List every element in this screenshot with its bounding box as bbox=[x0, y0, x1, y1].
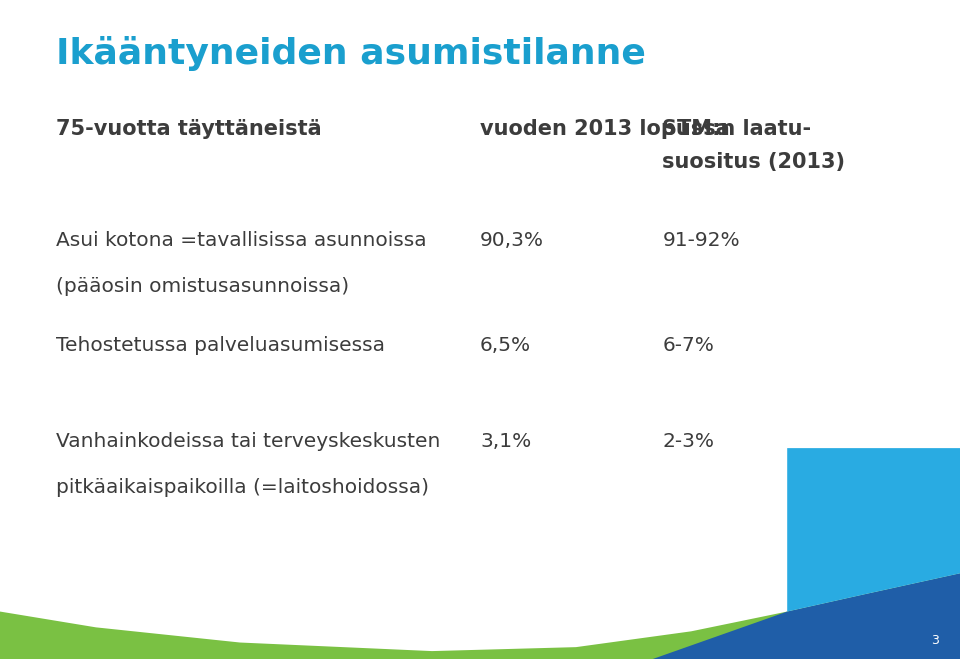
Text: Tehostetussa palveluasumisessa: Tehostetussa palveluasumisessa bbox=[56, 336, 385, 355]
Text: 6-7%: 6-7% bbox=[662, 336, 714, 355]
Text: 75-vuotta täyttäneistä: 75-vuotta täyttäneistä bbox=[56, 119, 322, 138]
Text: pitkäaikaispaikoilla (=laitoshoidossa): pitkäaikaispaikoilla (=laitoshoidossa) bbox=[56, 478, 429, 497]
Text: Asui kotona =tavallisissa asunnoissa: Asui kotona =tavallisissa asunnoissa bbox=[56, 231, 426, 250]
Text: 3,1%: 3,1% bbox=[480, 432, 531, 451]
Polygon shape bbox=[0, 573, 960, 659]
Text: suositus (2013): suositus (2013) bbox=[662, 152, 846, 171]
Text: 2-3%: 2-3% bbox=[662, 432, 714, 451]
Text: vuoden 2013 lopussa: vuoden 2013 lopussa bbox=[480, 119, 730, 138]
Text: Vanhainkodeissa tai terveyskeskusten: Vanhainkodeissa tai terveyskeskusten bbox=[56, 432, 440, 451]
Text: 3: 3 bbox=[931, 634, 939, 647]
Text: 91-92%: 91-92% bbox=[662, 231, 740, 250]
Text: (pääosin omistusasunnoissa): (pääosin omistusasunnoissa) bbox=[56, 277, 348, 296]
Text: 90,3%: 90,3% bbox=[480, 231, 544, 250]
Text: STM:n laatu-: STM:n laatu- bbox=[662, 119, 811, 138]
Polygon shape bbox=[787, 448, 960, 612]
Text: 6,5%: 6,5% bbox=[480, 336, 531, 355]
Polygon shape bbox=[653, 573, 960, 659]
Text: Ikääntyneiden asumistilanne: Ikääntyneiden asumistilanne bbox=[56, 36, 645, 71]
